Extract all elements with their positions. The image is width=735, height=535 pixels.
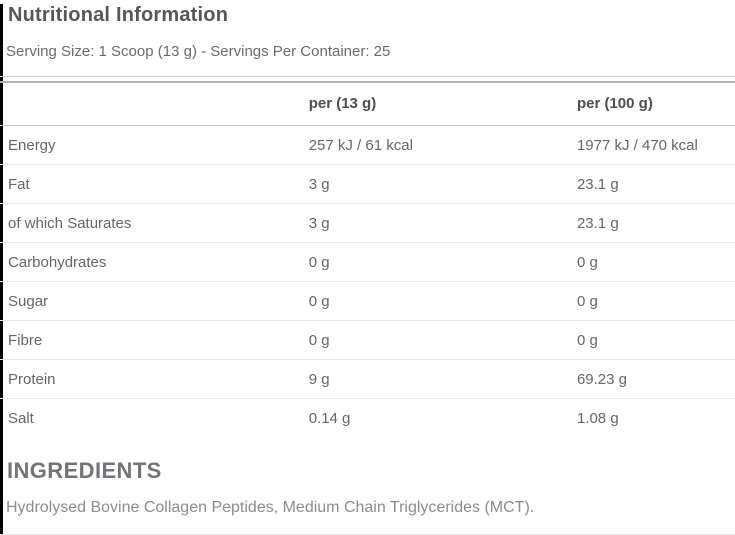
page-title: Nutritional Information xyxy=(8,4,229,26)
per-100g-value: 0 g xyxy=(576,281,735,321)
per-100g-value: 0 g xyxy=(576,242,735,282)
per-100g-value: 0 g xyxy=(576,320,735,360)
table-row: Energy 257 kJ / 61 kcal 1977 kJ / 470 kc… xyxy=(0,125,735,165)
nutrition-info-page: { "page": { "title": "Nutritional Inform… xyxy=(0,4,735,535)
table-row: Sugar 0 g 0 g xyxy=(0,281,735,321)
nutrient-label: Salt xyxy=(8,409,34,427)
table-row: Protein 9 g 69.23 g xyxy=(0,359,735,399)
nutrient-label: Sugar xyxy=(0,281,309,321)
per-serving-value: 3 g xyxy=(308,164,577,204)
per-100g-value: 1.08 g xyxy=(576,409,619,427)
column-header-nutrient xyxy=(0,81,309,126)
per-100g-value: 23.1 g xyxy=(576,203,735,243)
per-serving-value: 0 g xyxy=(308,320,577,360)
per-100g-value: 23.1 g xyxy=(576,164,735,204)
ingredients-heading: INGREDIENTS xyxy=(7,457,162,483)
column-header-per-serving: per (13 g) xyxy=(308,81,577,126)
nutrient-label: Fat xyxy=(0,164,309,204)
per-serving-value: 0.14 g xyxy=(308,409,351,427)
ingredients-text: Hydrolysed Bovine Collagen Peptides, Med… xyxy=(6,498,535,516)
table-row: Fat 3 g 23.1 g xyxy=(0,164,735,204)
per-serving-value: 0 g xyxy=(308,281,577,321)
column-header-per-100g: per (100 g) xyxy=(576,81,735,126)
table-row: Salt 0.14 g 1.08 g xyxy=(0,399,735,438)
table-row: Fibre 0 g 0 g xyxy=(0,320,735,360)
nutrient-label: of which Saturates xyxy=(0,203,309,243)
nutrient-label: Fibre xyxy=(0,320,309,360)
nutrient-label: Protein xyxy=(0,359,309,399)
nutrient-label: Energy xyxy=(0,125,309,165)
per-serving-value: 9 g xyxy=(308,359,577,399)
per-serving-value: 0 g xyxy=(308,242,577,282)
per-100g-value: 69.23 g xyxy=(576,359,735,399)
section-divider xyxy=(0,76,735,77)
nutrient-label: Carbohydrates xyxy=(0,242,309,282)
nutrition-panel: Nutritional Information Serving Size: 1 … xyxy=(0,4,735,517)
serving-info: Serving Size: 1 Scoop (13 g) - Servings … xyxy=(6,43,391,60)
table-row: Carbohydrates 0 g 0 g xyxy=(0,242,735,282)
table-row: of which Saturates 3 g 23.1 g xyxy=(0,203,735,243)
table-header-row: per (13 g) per (100 g) xyxy=(0,81,735,126)
per-serving-value: 3 g xyxy=(308,203,577,243)
per-100g-value: 1977 kJ / 470 kcal xyxy=(576,125,735,165)
per-serving-value: 257 kJ / 61 kcal xyxy=(308,125,577,165)
nutrition-table: per (13 g) per (100 g) Energy 257 kJ / 6… xyxy=(0,81,735,438)
